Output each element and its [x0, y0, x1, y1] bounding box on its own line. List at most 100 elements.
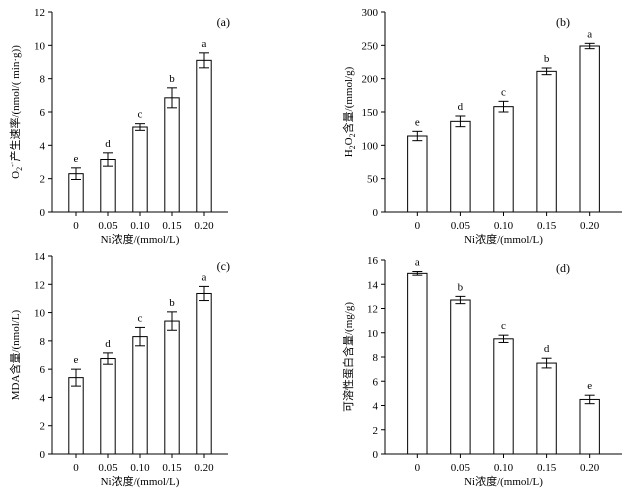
panel-tag: (a)	[217, 15, 230, 29]
bar	[164, 97, 180, 213]
bar	[493, 338, 514, 455]
y-tick-label: 4	[40, 392, 46, 404]
bar	[196, 59, 212, 213]
y-axis-label: MDA含量/(nmol/L)	[8, 309, 22, 400]
bar	[132, 336, 148, 455]
x-tick-label: 0	[415, 462, 421, 474]
bar	[450, 299, 471, 455]
x-tick-label: 0.10	[130, 220, 150, 232]
panel-d: 0 2 4 6 8 10 12 14 16 a 0 b 0.05 c 0.10 d 0.15 e 0.20 (d) Ni…	[341, 255, 622, 488]
significance-letter: e	[415, 116, 420, 128]
y-axis-label-part: 2	[15, 167, 24, 171]
y-tick-label: 10	[34, 40, 46, 52]
significance-letter: c	[138, 312, 143, 324]
significance-letter: a	[202, 271, 207, 283]
y-tick-label: 100	[362, 140, 379, 152]
x-tick-label: 0	[73, 220, 79, 232]
y-tick-label: 6	[40, 107, 46, 119]
x-tick-label: 0.10	[494, 462, 514, 474]
y-axis-label-part: 含量/(mmol/g)	[341, 66, 355, 133]
x-tick-label: 0.20	[580, 220, 600, 232]
y-axis-label-part: ·	[8, 162, 17, 165]
x-tick-label: 0.20	[194, 462, 214, 474]
bar	[196, 292, 212, 455]
panel-a: 0 2 4 6 8 10 12 e 0 d 0.05 c 0.10 b 0.15 a 0.20 (a) Ni浓度/(…	[8, 7, 230, 246]
y-tick-label: 2	[40, 421, 46, 433]
y-axis-label-part: 2	[348, 145, 357, 149]
x-tick-label: 0.15	[537, 462, 557, 474]
bar	[536, 362, 557, 455]
panel-b: 0 50 100 150 200 250 300 e 0 d 0.05 c 0.10 b 0.15 a 0.20…	[341, 7, 622, 246]
panel-tag: (b)	[556, 15, 570, 29]
y-tick-label: 10	[34, 308, 46, 320]
y-axis-label-part: O	[10, 171, 22, 179]
x-tick-label: 0.15	[162, 220, 182, 232]
significance-letter: b	[169, 73, 175, 85]
bar	[493, 106, 514, 213]
significance-letter: e	[587, 380, 592, 392]
significance-letter: b	[544, 53, 550, 65]
significance-letter: e	[74, 153, 79, 165]
y-tick-label: 14	[367, 279, 379, 291]
bar	[407, 272, 428, 455]
y-axis-label-part: 2	[348, 133, 357, 137]
y-tick-label: 8	[40, 74, 46, 86]
x-axis-label: Ni浓度/(mmol/L)	[101, 232, 180, 246]
bar	[579, 398, 600, 455]
y-tick-label: 250	[362, 40, 379, 52]
y-tick-label: 0	[373, 449, 379, 461]
significance-letter: a	[415, 257, 420, 269]
y-tick-label: 12	[34, 7, 45, 19]
significance-letter: d	[105, 138, 111, 150]
y-tick-label: 50	[367, 174, 379, 186]
x-tick-label: 0	[415, 220, 421, 232]
y-tick-label: 12	[367, 304, 378, 316]
y-axis-label: H2O2含量/(mmol/g)	[341, 66, 357, 157]
y-tick-label: 2	[40, 174, 46, 186]
y-tick-label: 0	[40, 207, 46, 219]
bar	[536, 70, 557, 213]
bar	[407, 135, 428, 213]
y-axis-label-part: -	[8, 164, 17, 167]
y-tick-label: 8	[40, 336, 46, 348]
significance-letter: c	[138, 109, 143, 121]
significance-letter: b	[458, 281, 464, 293]
y-tick-label: 16	[367, 255, 379, 267]
y-tick-label: 300	[362, 7, 379, 19]
significance-letter: d	[458, 101, 464, 113]
x-tick-label: 0.05	[98, 220, 118, 232]
significance-letter: c	[501, 320, 506, 332]
x-tick-label: 0.05	[451, 462, 471, 474]
y-tick-label: 14	[34, 251, 46, 263]
x-tick-label: 0.20	[580, 462, 600, 474]
y-tick-label: 2	[373, 425, 379, 437]
y-axis-label-part: O	[343, 137, 355, 145]
y-tick-label: 0	[373, 207, 379, 219]
y-tick-label: 6	[373, 376, 379, 388]
significance-letter: c	[501, 86, 506, 98]
x-tick-label: 0	[73, 462, 79, 474]
significance-letter: d	[105, 338, 111, 350]
x-tick-label: 0.10	[130, 462, 150, 474]
x-tick-label: 0.05	[451, 220, 471, 232]
y-tick-label: 12	[34, 279, 45, 291]
y-tick-label: 6	[40, 364, 46, 376]
y-axis-label-part: H	[343, 149, 355, 157]
y-axis-label: O2-·产生速率/(nmol/( min·g))	[8, 45, 24, 179]
x-tick-label: 0.15	[162, 462, 182, 474]
bar	[100, 159, 116, 213]
y-tick-label: 4	[40, 140, 46, 152]
y-axis-label-part: 产生速率/(nmol/( min·g))	[8, 45, 22, 162]
significance-letter: e	[74, 354, 79, 366]
bar	[164, 320, 180, 455]
panel-c: 0 2 4 6 8 10 12 14 e 0 d 0.05 c 0.10 b 0.15 a 0.20 (c) Ni浓度…	[8, 251, 230, 488]
bar	[68, 377, 84, 455]
x-tick-label: 0.15	[537, 220, 557, 232]
significance-letter: a	[587, 28, 592, 40]
x-axis-label: Ni浓度/(mmol/L)	[464, 232, 543, 246]
y-tick-label: 150	[362, 107, 379, 119]
bar	[450, 120, 471, 213]
bar	[100, 358, 116, 455]
significance-letter: d	[544, 343, 550, 355]
